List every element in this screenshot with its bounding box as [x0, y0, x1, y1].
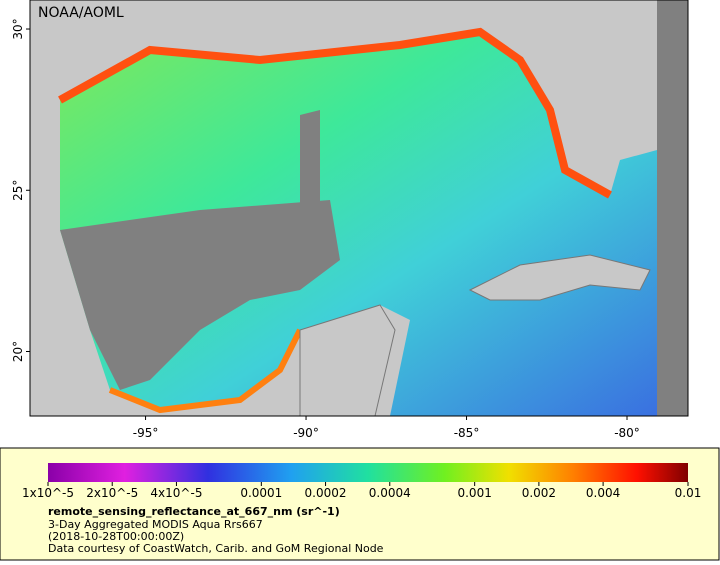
colorbar-label: 0.001 [457, 486, 491, 500]
caption-line: (2018-10-28T00:00:00Z) [48, 530, 184, 543]
lat-label: 20° [11, 341, 25, 362]
colorbar-label: 0.002 [522, 486, 556, 500]
cloud [300, 110, 320, 220]
axes: -95° -90° -85° -80° 30° 25° 20° [11, 18, 640, 440]
lon-label: -80° [614, 426, 640, 440]
map: NOAA/AOML [29, 0, 689, 417]
colorbar-label: 2x10^-5 [86, 486, 138, 500]
caption-line: 3-Day Aggregated MODIS Aqua Rrs667 [48, 518, 263, 531]
colorbar-label: 4x10^-5 [150, 486, 202, 500]
coastal-turbidity [108, 328, 303, 414]
lat-label: 25° [11, 180, 25, 201]
caption-line: Data courtesy of CoastWatch, Carib. and … [48, 542, 384, 555]
lat-label: 30° [11, 18, 25, 39]
credit: NOAA/AOML [38, 5, 124, 21]
colorbar-label: 0.01 [675, 486, 702, 500]
colorbar [48, 463, 688, 482]
map-frame [29, 0, 689, 417]
cuba [468, 254, 651, 301]
colorbar-title: remote_sensing_reflectance_at_667_nm (sr… [48, 505, 340, 518]
colorbar-label: 0.0004 [369, 486, 411, 500]
colorbar-label: 0.0002 [305, 486, 347, 500]
colorbar-label: 0.004 [586, 486, 620, 500]
colorbar-ticks: 1x10^-5 2x10^-5 4x10^-5 0.0001 0.0002 0.0004 0… [22, 482, 701, 500]
no-data [657, 0, 688, 416]
lon-label: -95° [133, 426, 159, 440]
colorbar-label: 1x10^-5 [22, 486, 74, 500]
lon-label: -85° [454, 426, 480, 440]
colorbar-label: 0.0001 [240, 486, 282, 500]
coastal-turbidity [58, 27, 612, 199]
lon-label: -90° [293, 426, 319, 440]
cloud [60, 200, 340, 390]
